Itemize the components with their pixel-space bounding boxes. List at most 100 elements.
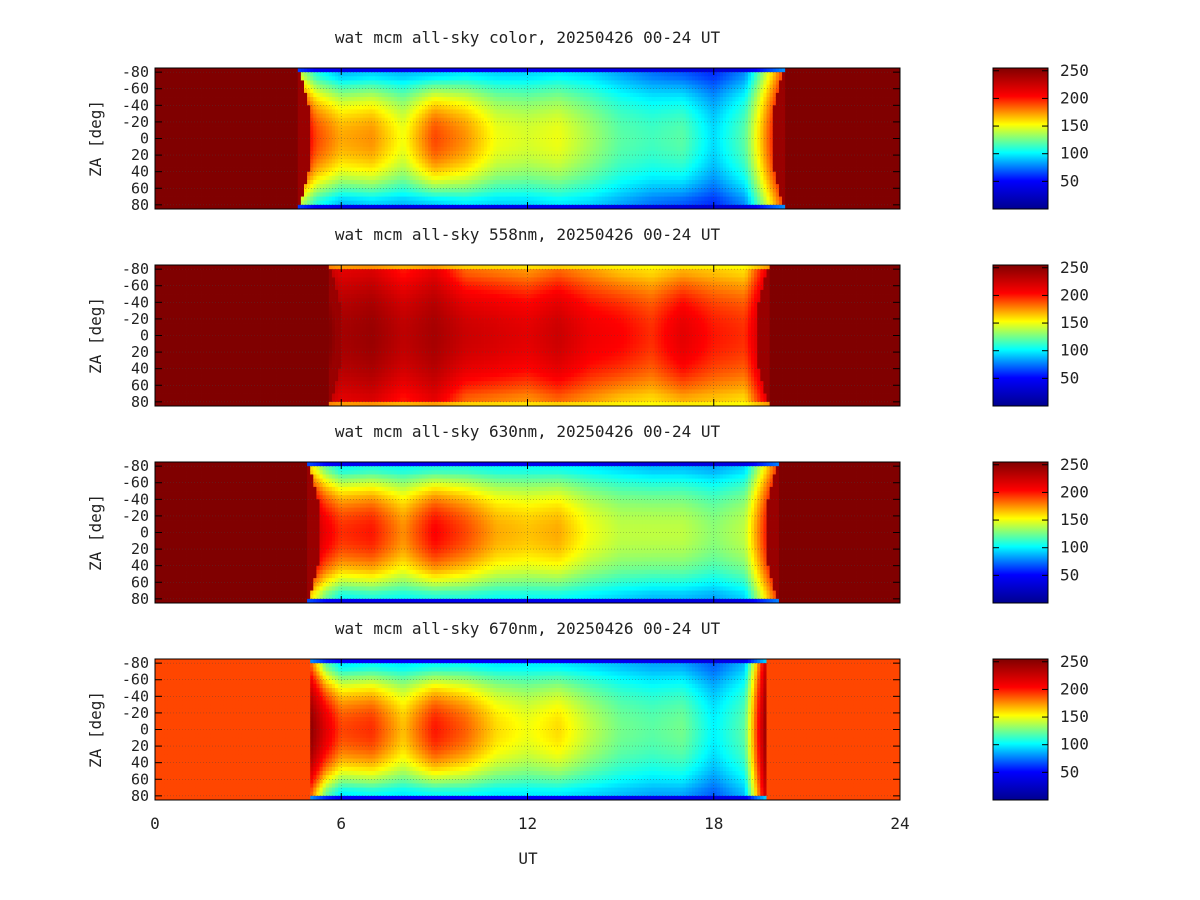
heatmap-cell — [232, 105, 237, 110]
heatmap-cell — [241, 92, 246, 98]
heatmap-cell — [192, 88, 196, 94]
heatmap-cell — [425, 138, 429, 144]
heatmap-cell — [161, 159, 165, 164]
heatmap-cell — [310, 97, 314, 102]
heatmap-cell — [521, 109, 525, 115]
heatmap-cell — [440, 200, 445, 206]
heatmap-cell — [434, 134, 438, 139]
heatmap-cell — [325, 179, 330, 185]
heatmap-cell — [456, 184, 460, 189]
heatmap-cell — [397, 146, 401, 152]
heatmap-cell — [592, 146, 597, 152]
heatmap-cell — [418, 184, 423, 189]
heatmap-cell — [235, 121, 240, 127]
heatmap-cell — [425, 109, 429, 115]
heatmap-cell — [182, 171, 187, 177]
heatmap-cell — [468, 105, 473, 110]
heatmap-cell — [335, 105, 339, 110]
heatmap-cell — [502, 159, 507, 164]
heatmap-cell — [412, 68, 417, 73]
heatmap-cell — [189, 192, 193, 197]
heatmap-cell — [372, 80, 376, 85]
heatmap-cell — [344, 155, 348, 160]
heatmap-cell — [403, 76, 407, 81]
heatmap-cell — [546, 101, 550, 106]
heatmap-cell — [344, 138, 348, 144]
heatmap-cell — [300, 92, 305, 98]
heatmap-cell — [356, 117, 361, 123]
heatmap-cell — [608, 184, 612, 189]
heatmap-cell — [186, 101, 190, 106]
heatmap-cell — [238, 159, 243, 164]
heatmap-cell — [344, 113, 348, 119]
heatmap-cell — [549, 130, 553, 135]
heatmap-cell — [549, 142, 553, 148]
heatmap-cell — [276, 72, 280, 77]
heatmap-cell — [248, 196, 252, 202]
heatmap-cell — [602, 196, 606, 202]
heatmap-cell — [558, 84, 563, 90]
heatmap-cell — [179, 196, 184, 202]
heatmap-cell — [425, 167, 429, 173]
heatmap-cell — [335, 113, 339, 119]
heatmap-cell — [527, 188, 531, 193]
heatmap-cell — [241, 155, 246, 160]
heatmap-cell — [198, 188, 202, 193]
heatmap-cell — [561, 105, 566, 110]
heatmap-cell — [524, 121, 528, 127]
heatmap-cell — [434, 179, 438, 185]
heatmap-cell — [304, 179, 308, 185]
heatmap-cell — [300, 121, 305, 127]
heatmap-cell — [397, 109, 401, 115]
heatmap-cell — [350, 159, 355, 164]
heatmap-cell — [394, 72, 398, 77]
heatmap-cell — [570, 196, 575, 202]
heatmap-cell — [570, 146, 575, 152]
heatmap-cell — [328, 175, 333, 181]
heatmap-cell — [356, 204, 361, 210]
heatmap-cell — [440, 159, 445, 164]
heatmap-cell — [257, 88, 261, 94]
heatmap-cell — [167, 134, 171, 139]
heatmap-cell — [387, 84, 392, 90]
heatmap-cell — [316, 109, 320, 115]
heatmap-cell — [313, 146, 317, 152]
heatmap-cell — [421, 163, 426, 168]
heatmap-cell — [564, 130, 569, 135]
heatmap-cell — [490, 105, 494, 110]
heatmap-cell — [428, 142, 432, 148]
heatmap-cell — [508, 68, 513, 73]
heatmap-cell — [223, 175, 227, 181]
heatmap-cell — [266, 126, 271, 131]
heatmap-cell — [471, 72, 476, 77]
heatmap-cell — [521, 159, 525, 164]
heatmap-cell — [505, 167, 510, 173]
heatmap-cell — [462, 80, 466, 85]
heatmap-cell — [456, 204, 460, 210]
heatmap-cell — [595, 101, 600, 106]
heatmap-cell — [418, 101, 423, 106]
heatmap-cell — [459, 72, 463, 77]
heatmap-cell — [511, 150, 516, 156]
heatmap-cell — [387, 117, 392, 123]
heatmap-cell — [511, 80, 516, 85]
heatmap-cell — [564, 142, 569, 148]
heatmap-cell — [173, 80, 178, 85]
heatmap-cell — [378, 155, 382, 160]
heatmap-cell — [350, 150, 355, 156]
heatmap-cell — [530, 142, 535, 148]
heatmap-cell — [490, 167, 494, 173]
heatmap-cell — [493, 84, 497, 90]
heatmap-cell — [480, 146, 485, 152]
heatmap-cell — [403, 113, 407, 119]
heatmap-cell — [586, 84, 590, 90]
heatmap-cell — [406, 121, 410, 127]
heatmap-cell — [272, 130, 277, 135]
heatmap-cell — [480, 138, 485, 144]
heatmap-cell — [465, 134, 469, 139]
heatmap-cell — [487, 113, 491, 119]
heatmap-cell — [496, 88, 500, 94]
heatmap-cell — [207, 179, 212, 185]
heatmap-cell — [272, 113, 277, 119]
heatmap-cell — [577, 68, 581, 73]
